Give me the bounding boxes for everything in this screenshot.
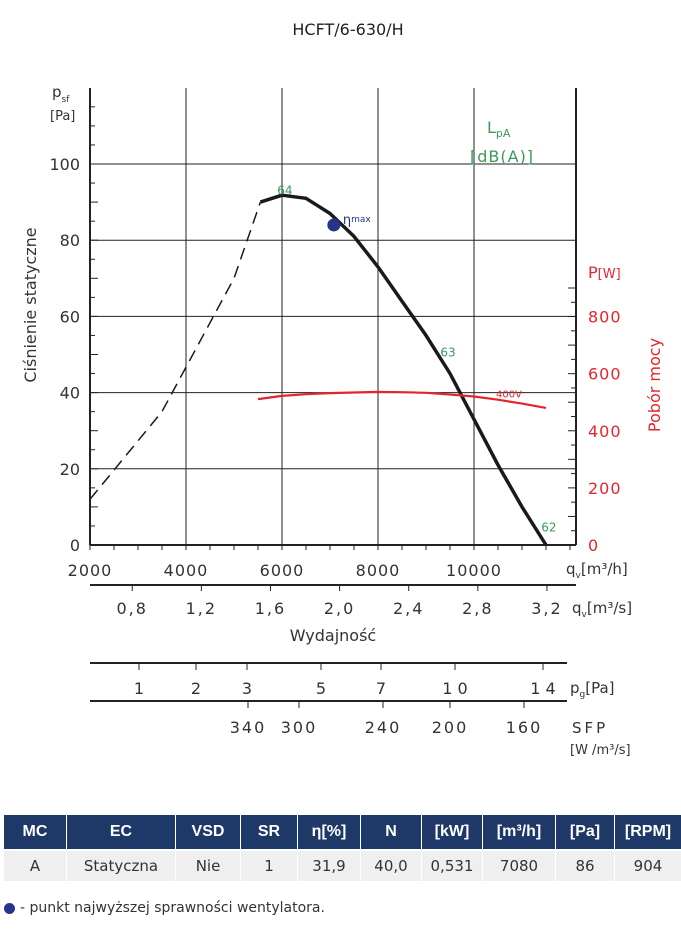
sfp-scale-label: SFP — [572, 719, 608, 737]
chart-title: HCFT/6-630/H — [292, 20, 403, 39]
y-tick-label: 0 — [70, 536, 80, 555]
footnote: - punkt najwyższej sprawności wentylator… — [4, 900, 325, 916]
noise-legend-symbol: LpA — [487, 118, 511, 140]
y-tick-label: 100 — [49, 155, 80, 174]
sfp-tick-label: 340 — [230, 718, 267, 737]
power-axis-label: Pobór mocy — [645, 338, 664, 432]
x2-tick-label: 1,2 — [186, 599, 217, 618]
cell-kw: 0,531 — [421, 849, 483, 881]
header-pa: [Pa] — [555, 815, 615, 850]
y-axis-symbol: psf — [52, 83, 70, 105]
header-mc: MC — [4, 815, 67, 850]
power-tick-label: 200 — [588, 479, 622, 498]
pg-tick-label: 2 — [191, 679, 201, 698]
cell-rpm: 904 — [614, 849, 681, 881]
footnote-text: - punkt najwyższej sprawności wentylator… — [20, 900, 325, 916]
header-eta: η[%] — [297, 815, 361, 850]
cell-n: 40,0 — [360, 849, 422, 881]
pressure-curve — [259, 193, 548, 546]
header-rpm: [RPM] — [614, 815, 681, 850]
header-sr: SR — [240, 815, 298, 850]
header-vsd: VSD — [175, 815, 241, 850]
x2-tick-label: 0,8 — [117, 599, 148, 618]
x-tick-label: 4000 — [164, 561, 209, 580]
power-tick-label: 0 — [588, 536, 599, 555]
x2-tick-label: 1,6 — [255, 599, 286, 618]
header-ec: EC — [66, 815, 176, 850]
pg-scale-label: pg[Pa] — [570, 679, 615, 700]
eta-max-legend-dot-icon — [4, 902, 15, 914]
fan-curve-chart: HCFT/6-630/H psf [Pa] Ciśnienie statyczn… — [21, 20, 664, 758]
x2-tick-label: 2,0 — [324, 599, 355, 618]
header-kw: [kW] — [421, 815, 483, 850]
x-axis-symbol: qv[m³/h] — [566, 560, 628, 581]
x2-tick-label: 2,4 — [393, 599, 424, 618]
y-tick-label: 60 — [60, 307, 80, 326]
eta-max-label: ηmax — [343, 213, 372, 228]
x2-axis-label: Wydajność — [290, 626, 376, 645]
cell-vsd: Nie — [175, 849, 241, 881]
power-tick-label: 600 — [588, 365, 622, 384]
noise-legend-unit: [dB(A)] — [470, 147, 534, 166]
grid — [89, 88, 577, 586]
y-tick-label: 40 — [60, 384, 80, 403]
cell-eta: 31,9 — [297, 849, 361, 881]
sfp-tick-label: 200 — [432, 718, 469, 737]
cell-pa: 86 — [555, 849, 615, 881]
header-m3h: [m³/h] — [482, 815, 556, 850]
pressure-curve-dashed — [89, 201, 262, 500]
pg-tick-label: 5 — [316, 679, 326, 698]
x-tick-label: 2000 — [68, 561, 113, 580]
parameters-table: MC EC VSD SR η[%] N [kW] [m³/h] [Pa] [RP… — [4, 815, 681, 881]
y-tick-label: 20 — [60, 460, 80, 479]
pg-tick-label: 1 0 — [442, 679, 467, 698]
table-row: A Statyczna Nie 1 31,9 40,0 0,531 7080 8… — [4, 849, 681, 881]
cell-mc: A — [4, 849, 67, 881]
header-n: N — [360, 815, 422, 850]
power-tick-label: 400 — [588, 422, 622, 441]
power-axis-symbol: P[W] — [588, 263, 621, 282]
power-curve-400v — [257, 390, 547, 409]
y-tick-label: 80 — [60, 231, 80, 250]
pg-tick-label: 1 4 — [530, 679, 555, 698]
x2-tick-label: 2,8 — [462, 599, 493, 618]
pg-tick-label: 3 — [242, 679, 252, 698]
x2-tick-label: 3,2 — [531, 599, 562, 618]
x-tick-label: 10000 — [446, 561, 502, 580]
noise-level-label: 63 — [440, 345, 455, 359]
sfp-scale-unit: [W /m³/s] — [570, 743, 631, 758]
series-label-400v: 400V — [496, 390, 522, 401]
eta-max-point — [327, 218, 341, 232]
pg-tick-label: 7 — [376, 679, 386, 698]
noise-level-label: 64 — [277, 183, 292, 197]
x-tick-label: 6000 — [260, 561, 305, 580]
x-tick-label: 8000 — [356, 561, 401, 580]
noise-level-label: 62 — [541, 521, 556, 535]
pg-tick-label: 1 — [134, 679, 144, 698]
cell-sr: 1 — [240, 849, 298, 881]
y-axis-unit: [Pa] — [50, 109, 75, 124]
table-header-row: MC EC VSD SR η[%] N [kW] [m³/h] [Pa] [RP… — [4, 815, 681, 850]
power-tick-label: 800 — [588, 308, 622, 327]
sfp-tick-label: 160 — [506, 718, 543, 737]
cell-ec: Statyczna — [66, 849, 176, 881]
y-axis-label: Ciśnienie statyczne — [21, 227, 40, 382]
sfp-tick-label: 240 — [365, 718, 402, 737]
cell-m3h: 7080 — [482, 849, 556, 881]
sfp-tick-label: 300 — [281, 718, 318, 737]
x2-axis-symbol: qv[m³/s] — [572, 599, 632, 620]
